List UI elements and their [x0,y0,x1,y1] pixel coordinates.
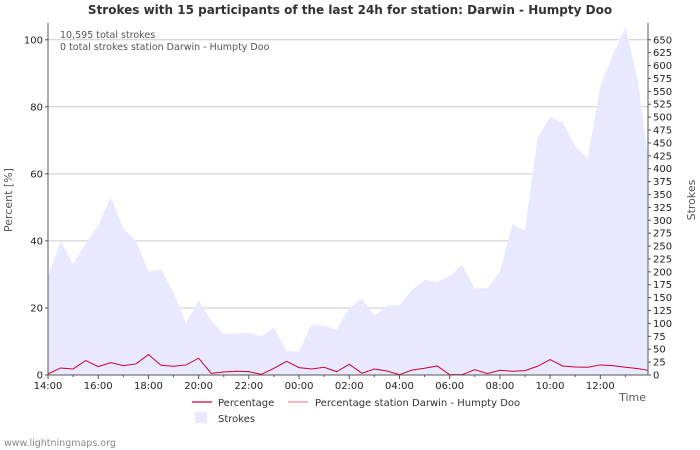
right-tick-label-200: 200 [653,267,672,278]
x-axis-label: Time [618,391,646,404]
legend-label-percentage: Percentage [218,398,274,409]
left-tick-label-20: 20 [30,303,43,314]
right-tick-label-400: 400 [653,164,672,175]
right-tick-label-150: 150 [653,293,672,304]
left-tick-label-60: 60 [30,169,43,180]
left-axis-ticks: 0 20 40 60 80 100 [24,35,48,382]
right-tick-label-550: 550 [653,87,672,98]
left-tick-label-40: 40 [30,236,43,247]
right-tick-label-375: 375 [653,177,672,188]
right-tick-label-125: 125 [653,306,672,317]
right-tick-label-100: 100 [653,319,672,330]
footer-credit: www.lightningmaps.org [4,438,116,449]
right-tick-label-0: 0 [653,371,659,382]
x-tick-label-0000: 00:00 [285,381,314,392]
right-tick-label-25: 25 [653,358,666,369]
x-tick-label-1600: 16:00 [84,381,113,392]
chart-title: Strokes with 15 participants of the last… [88,3,612,17]
right-tick-label-475: 475 [653,126,672,137]
x-tick-label-1400: 14:00 [34,381,63,392]
x-tick-label-0200: 02:00 [335,381,364,392]
annotation-total-strokes: 10,595 total strokes [60,30,155,41]
legend-label-strokes: Strokes [218,414,255,425]
legend-label-percentage-station: Percentage station Darwin - Humpty Doo [315,398,520,409]
right-tick-label-425: 425 [653,151,672,162]
left-tick-label-100: 100 [24,35,43,46]
right-tick-label-75: 75 [653,332,666,343]
x-tick-label-0800: 08:00 [485,381,514,392]
right-tick-label-525: 525 [653,100,672,111]
x-tick-label-1000: 10:00 [536,381,565,392]
right-tick-label-450: 450 [653,138,672,149]
right-tick-label-575: 575 [653,74,672,85]
left-tick-label-80: 80 [30,102,43,113]
right-tick-label-350: 350 [653,190,672,201]
y-axis-label-left: Percent [%] [2,168,15,232]
right-tick-label-175: 175 [653,280,672,291]
right-tick-label-600: 600 [653,61,672,72]
x-axis-ticks: 14:00 16:00 18:00 20:00 22:00 00:00 02:00 04:00… [34,375,626,392]
x-tick-label-0400: 04:00 [385,381,414,392]
x-tick-label-2000: 20:00 [184,381,213,392]
right-tick-label-225: 225 [653,254,672,265]
percentage-line-layer [47,353,649,376]
annotation-station-strokes: 0 total strokes station Darwin - Humpty … [60,42,270,53]
right-tick-label-275: 275 [653,229,672,240]
legend: Percentage Percentage station Darwin - H… [192,398,520,425]
right-tick-label-300: 300 [653,216,672,227]
x-tick-label-2200: 22:00 [234,381,263,392]
right-tick-label-325: 325 [653,203,672,214]
percentage-line [47,353,649,376]
right-tick-label-650: 650 [653,35,672,46]
x-tick-label-1200: 12:00 [586,381,615,392]
strokes-area-layer [48,26,648,376]
right-tick-label-500: 500 [653,113,672,124]
x-tick-label-1800: 18:00 [134,381,163,392]
right-tick-label-625: 625 [653,48,672,59]
right-tick-label-250: 250 [653,242,672,253]
y-axis-label-right: Strokes [685,179,698,220]
x-tick-label-0600: 06:00 [435,381,464,392]
strokes-area [48,26,648,376]
legend-swatch-strokes [195,412,207,423]
left-tick-label-0: 0 [37,371,43,382]
right-tick-label-50: 50 [653,345,666,356]
